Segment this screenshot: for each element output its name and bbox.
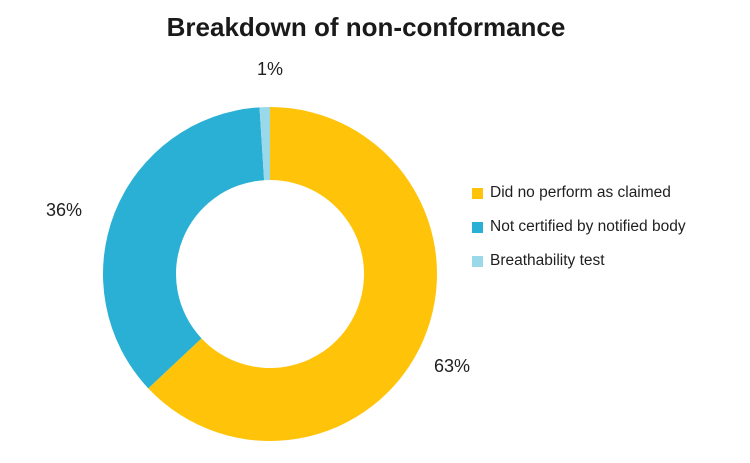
legend-label: Did no perform as claimed: [490, 184, 671, 201]
legend-label: Not certified by notified body: [490, 218, 686, 235]
data-label-not-certified: 36%: [45, 200, 83, 220]
legend: Did no perform as claimed Not certified …: [472, 182, 686, 284]
data-label-did-not-perform: 63%: [433, 356, 471, 376]
donut-slice-1: [102, 107, 265, 389]
legend-label: Breathability test: [490, 252, 605, 269]
legend-swatch-lightblue: [472, 255, 483, 267]
legend-item-did-not-perform: Did no perform as claimed: [472, 182, 686, 204]
legend-swatch-yellow: [472, 187, 483, 199]
chart-title: Breakdown of non-conformance: [166, 12, 566, 42]
donut-slice-2: [259, 107, 270, 181]
donut-chart: [102, 107, 437, 442]
data-label-breathability-test: 1%: [256, 59, 283, 79]
legend-item-breathability: Breathability test: [472, 250, 686, 272]
donut-slice-0: [148, 107, 437, 442]
legend-item-not-certified: Not certified by notified body: [472, 216, 686, 238]
legend-swatch-blue: [472, 221, 483, 233]
